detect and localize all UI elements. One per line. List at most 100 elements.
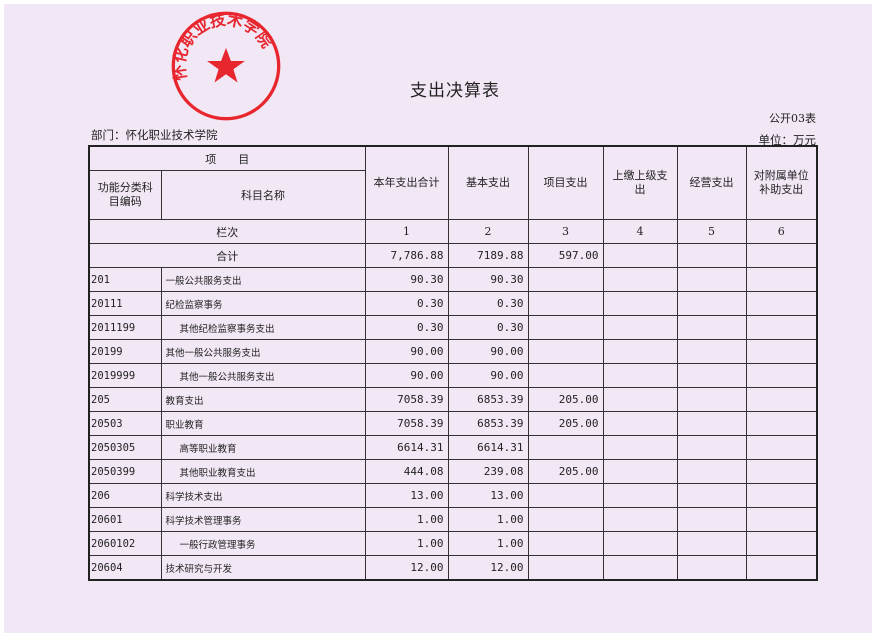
total-value: 7189.88: [447, 243, 529, 268]
row-value: [527, 507, 604, 532]
row-value: 1.00: [364, 507, 449, 532]
row-value: [602, 411, 678, 436]
row-name: 其他一般公共服务支出: [160, 339, 366, 364]
header-col-3: 项目支出: [527, 145, 604, 220]
row-value: [676, 435, 747, 460]
row-code: 20503: [88, 411, 162, 436]
row-name: 科学技术管理事务: [160, 507, 366, 532]
row-code: 2050399: [88, 459, 162, 484]
col-number: 2: [447, 219, 529, 244]
row-value: [745, 291, 818, 316]
row-value: 205.00: [527, 411, 604, 436]
row-code: 201: [88, 267, 162, 292]
row-value: [527, 339, 604, 364]
row-value: [676, 459, 747, 484]
table-row: 2011199 其他纪检监察事务支出 0.30 0.30: [88, 315, 818, 340]
row-value: 1.00: [447, 507, 529, 532]
row-value: [602, 339, 678, 364]
row-value: [527, 291, 604, 316]
total-value: 7,786.88: [364, 243, 449, 268]
table-row: 20601 科学技术管理事务 1.00 1.00: [88, 507, 818, 532]
row-code: 20601: [88, 507, 162, 532]
row-value: [676, 339, 747, 364]
row-value: [676, 411, 747, 436]
row-value: 1.00: [447, 531, 529, 556]
row-code: 2060102: [88, 531, 162, 556]
total-row: 合计 7,786.88 7189.88 597.00: [88, 243, 818, 268]
row-code: 20604: [88, 555, 162, 581]
row-value: [527, 363, 604, 388]
row-value: [527, 315, 604, 340]
row-value: 13.00: [447, 483, 529, 508]
row-value: [602, 555, 678, 581]
table-row: 2019999 其他一般公共服务支出 90.00 90.00: [88, 363, 818, 388]
row-value: 444.08: [364, 459, 449, 484]
col-number: 1: [364, 219, 449, 244]
table-row: 205 教育支出 7058.39 6853.39 205.00: [88, 387, 818, 412]
row-value: [745, 363, 818, 388]
row-value: [527, 483, 604, 508]
row-value: [602, 531, 678, 556]
table-row: 20503 职业教育 7058.39 6853.39 205.00: [88, 411, 818, 436]
row-value: [745, 267, 818, 292]
row-value: 12.00: [447, 555, 529, 581]
row-code: 2011199: [88, 315, 162, 340]
row-value: 90.00: [364, 339, 449, 364]
row-value: 205.00: [527, 459, 604, 484]
row-code: 2019999: [88, 363, 162, 388]
row-value: [527, 555, 604, 581]
row-code: 205: [88, 387, 162, 412]
table-row: 20111 纪检监察事务 0.30 0.30: [88, 291, 818, 316]
row-name: 技术研究与开发: [160, 555, 366, 581]
row-value: 6614.31: [447, 435, 529, 460]
row-value: 0.30: [364, 291, 449, 316]
row-code: 20199: [88, 339, 162, 364]
department-label: 部门：怀化职业技术学院: [91, 128, 218, 142]
row-value: [676, 507, 747, 532]
table-row: 2060102 一般行政管理事务 1.00 1.00: [88, 531, 818, 556]
row-name: 一般公共服务支出: [160, 267, 366, 292]
row-value: [745, 411, 818, 436]
row-value: [676, 267, 747, 292]
row-value: 6853.39: [447, 411, 529, 436]
row-value: 6614.31: [364, 435, 449, 460]
unit-label: 单位：万元: [758, 133, 817, 147]
row-code: 20111: [88, 291, 162, 316]
row-value: [676, 483, 747, 508]
row-value: 6853.39: [447, 387, 529, 412]
col-number: 6: [745, 219, 818, 244]
row-value: [745, 387, 818, 412]
row-value: 12.00: [364, 555, 449, 581]
header-col-5: 经营支出: [676, 145, 747, 220]
row-value: [745, 507, 818, 532]
header-col-4: 上缴上级支出: [602, 145, 678, 220]
row-value: 7058.39: [364, 387, 449, 412]
row-value: 0.30: [447, 291, 529, 316]
row-value: [676, 555, 747, 581]
header-code: 功能分类科目编码: [88, 170, 162, 220]
row-label-header: 栏次: [88, 219, 366, 244]
table-row: 20604 技术研究与开发 12.00 12.00: [88, 555, 818, 581]
header-col-2: 基本支出: [447, 145, 529, 220]
row-value: [602, 387, 678, 412]
row-name: 高等职业教育: [160, 435, 366, 460]
row-value: 0.30: [364, 315, 449, 340]
row-value: [602, 435, 678, 460]
row-name: 教育支出: [160, 387, 366, 412]
row-value: [745, 531, 818, 556]
row-value: 1.00: [364, 531, 449, 556]
row-value: [527, 435, 604, 460]
table-row: 201 一般公共服务支出 90.30 90.30: [88, 267, 818, 292]
row-name: 其他职业教育支出: [160, 459, 366, 484]
row-value: [602, 363, 678, 388]
row-value: [602, 291, 678, 316]
row-name: 科学技术支出: [160, 483, 366, 508]
row-value: [676, 531, 747, 556]
row-code: 206: [88, 483, 162, 508]
row-value: [602, 267, 678, 292]
row-value: [602, 315, 678, 340]
row-value: [602, 507, 678, 532]
row-value: [676, 363, 747, 388]
col-number: 4: [602, 219, 678, 244]
row-value: 90.00: [447, 339, 529, 364]
